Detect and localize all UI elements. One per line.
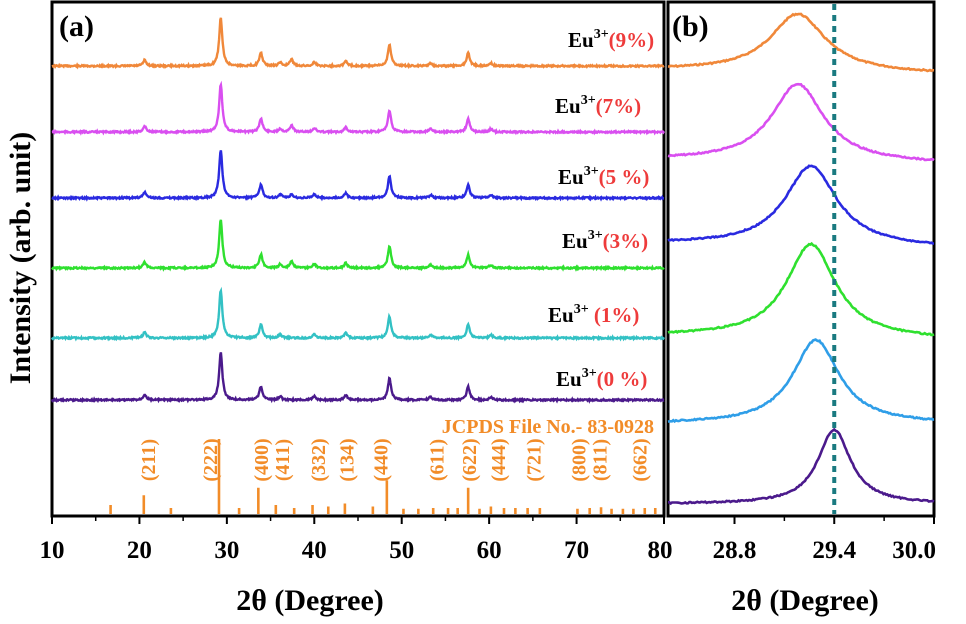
xrd-pattern-4	[50, 286, 666, 342]
xrd-pattern-2	[51, 150, 665, 202]
x-tick-label: 30	[214, 537, 239, 564]
hkl-label: (400)	[251, 438, 273, 481]
hkl-label: (411)	[272, 439, 294, 481]
legend-label-3: Eu3+(3%)	[562, 228, 648, 253]
hkl-label: (611)	[427, 439, 449, 481]
panel-b-x-axis-title: 2θ (Degree)	[731, 584, 879, 617]
legend-label-9: Eu3+(9%)	[568, 27, 654, 52]
b-x-tick-label: 28.8	[713, 537, 757, 564]
panel-a-plot-area	[50, 17, 666, 404]
xrd-pattern-0	[51, 17, 665, 70]
xrd-pattern-1	[51, 80, 666, 136]
hkl-label: (222)	[200, 438, 222, 481]
panel-a-x-axis: 10 20 30 40 50 60 70 80	[40, 516, 673, 564]
hkl-label: (332)	[308, 438, 330, 481]
zoom-peak-4	[667, 338, 935, 424]
legend-label-1: Eu3+ (1%)	[548, 302, 639, 327]
b-x-tick-label: 29.4	[812, 537, 856, 564]
legend-label-0: Eu3+(0 %)	[556, 366, 647, 391]
x-tick-label: 70	[564, 537, 589, 564]
hkl-label: (134)	[337, 438, 359, 481]
b-x-tick-label: 30.0	[892, 537, 936, 564]
hkl-label: (444)	[488, 438, 510, 481]
xrd-pattern-5	[50, 352, 665, 404]
xrd-pattern-3	[51, 219, 665, 272]
hkl-label: (811)	[589, 439, 611, 481]
panel-a-x-axis-title: 2θ (Degree)	[236, 584, 384, 617]
x-tick-label: 60	[477, 537, 502, 564]
zoom-peak-1	[667, 82, 935, 162]
panel-b-label: (b)	[672, 10, 709, 43]
reference-pattern: (211) (222) (400)(411) (332) (134) (440) (611)…	[109, 438, 657, 514]
legend-label-5: Eu3+(5 %)	[558, 164, 649, 189]
x-tick-label: 10	[40, 537, 65, 564]
zoom-peak-2	[667, 164, 934, 245]
panel-b-plot-area	[667, 4, 935, 514]
panel-a-label: (a)	[59, 10, 94, 43]
reference-title: JCPDS File No.- 83-0928	[442, 416, 654, 438]
hkl-label: (211)	[138, 439, 160, 481]
hkl-label: (800)	[568, 438, 590, 481]
zoom-peak-5	[668, 427, 935, 506]
hkl-label: (662)	[630, 438, 652, 481]
hkl-label: (721)	[524, 438, 546, 481]
legend: Eu3+(9%) Eu3+(7%) Eu3+(5 %) Eu3+(3%) Eu3…	[548, 27, 654, 391]
x-tick-label: 80	[648, 537, 673, 564]
x-tick-label: 50	[389, 537, 414, 564]
panel-b-x-axis: 28.8 29.4 30.0	[713, 516, 936, 564]
panel-b-frame	[666, 0, 936, 518]
zoom-peak-3	[667, 241, 935, 337]
legend-label-7: Eu3+(7%)	[555, 93, 641, 118]
hkl-label: (440)	[371, 438, 393, 481]
y-axis-title: Intensity (arb. unit)	[4, 132, 37, 385]
hkl-label: (622)	[459, 438, 481, 481]
x-tick-label: 40	[302, 537, 327, 564]
x-tick-label: 20	[127, 537, 152, 564]
zoom-peak-0	[667, 12, 935, 73]
